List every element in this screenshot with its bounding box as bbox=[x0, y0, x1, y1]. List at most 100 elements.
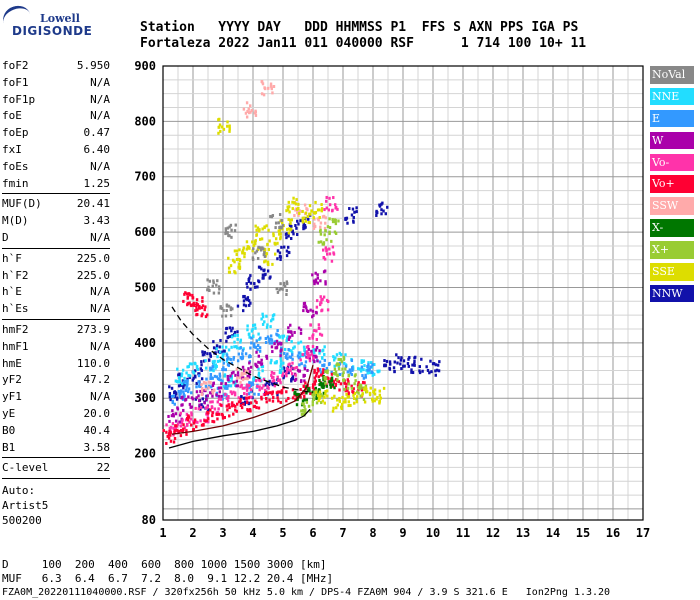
scatter-point bbox=[290, 372, 294, 376]
scatter-point bbox=[350, 373, 353, 377]
scatter-point bbox=[246, 374, 249, 378]
scatter-point bbox=[197, 374, 201, 378]
scatter-point bbox=[277, 399, 280, 403]
scatter-point bbox=[223, 373, 227, 377]
auto-line: Auto: bbox=[2, 484, 36, 498]
scatter-point bbox=[207, 380, 211, 384]
scatter-point bbox=[221, 397, 224, 401]
scatter-point bbox=[378, 204, 382, 208]
scatter-point bbox=[290, 340, 293, 344]
scatter-point bbox=[230, 371, 234, 375]
scatter-point bbox=[203, 401, 206, 405]
scatter-point bbox=[331, 220, 335, 224]
scatter-point bbox=[210, 405, 214, 409]
scatter-point bbox=[297, 213, 300, 217]
scatter-point bbox=[194, 420, 198, 424]
scatter-point bbox=[281, 334, 284, 338]
scatter-point bbox=[211, 365, 214, 369]
scatter-point bbox=[319, 232, 323, 236]
scatter-point bbox=[230, 379, 233, 383]
scatter-point bbox=[249, 346, 252, 350]
scatter-point bbox=[174, 379, 178, 383]
scatter-point bbox=[248, 370, 252, 374]
scatter-point bbox=[329, 377, 332, 381]
scatter-point bbox=[219, 386, 223, 390]
scatter-point bbox=[254, 239, 257, 243]
scatter-point bbox=[287, 363, 290, 367]
scatter-point bbox=[274, 237, 278, 241]
scatter-point bbox=[436, 363, 440, 367]
scatter-point bbox=[209, 408, 212, 412]
scatter-point bbox=[290, 366, 293, 370]
param-name: h`F2 bbox=[2, 268, 29, 282]
scatter-point bbox=[256, 348, 259, 352]
scatter-point bbox=[378, 369, 381, 373]
scatter-point bbox=[196, 308, 199, 312]
scatter-point bbox=[212, 279, 215, 283]
scatter-point bbox=[282, 374, 286, 378]
scatter-point bbox=[337, 365, 341, 369]
scatter-point bbox=[328, 247, 331, 251]
scatter-point bbox=[224, 227, 228, 231]
scatter-point bbox=[247, 111, 251, 115]
scatter-point bbox=[192, 371, 196, 375]
scatter-point bbox=[248, 386, 251, 390]
scatter-point bbox=[200, 306, 204, 310]
param-value: N/A bbox=[90, 92, 110, 106]
scatter-point bbox=[233, 249, 237, 253]
param-row: h`F 225.0 bbox=[2, 251, 110, 268]
scatter-point bbox=[229, 390, 232, 394]
plot-frame bbox=[162, 65, 644, 521]
scatter-point bbox=[382, 386, 386, 390]
scatter-point bbox=[255, 401, 258, 405]
scatter-point bbox=[186, 303, 189, 307]
scatter-point bbox=[324, 381, 327, 385]
scatter-point bbox=[254, 345, 258, 349]
scatter-point bbox=[316, 208, 320, 212]
scatter-point bbox=[192, 419, 195, 423]
scatter-point bbox=[280, 389, 284, 393]
scatter-point bbox=[209, 366, 212, 370]
scatter-point bbox=[332, 379, 335, 383]
logo-digisonde: DIGISONDE bbox=[12, 24, 93, 38]
scatter-point bbox=[258, 228, 261, 232]
scatter-point bbox=[205, 412, 208, 416]
scatter-point bbox=[188, 301, 191, 305]
param-value: 47.2 bbox=[83, 373, 111, 387]
scatter-point bbox=[215, 347, 218, 351]
scatter-point bbox=[249, 110, 252, 114]
scatter-point bbox=[228, 326, 232, 330]
scatter-point bbox=[221, 355, 224, 359]
scatter-point bbox=[282, 361, 285, 365]
scatter-point bbox=[312, 395, 315, 399]
scatter-point bbox=[317, 394, 320, 398]
scatter-point bbox=[197, 384, 201, 388]
scatter-point bbox=[337, 363, 341, 367]
scatter-point bbox=[301, 216, 305, 220]
scatter-point bbox=[179, 374, 182, 378]
scatter-point bbox=[276, 396, 279, 400]
scatter-point bbox=[209, 381, 212, 385]
scatter-point bbox=[178, 378, 181, 382]
scatter-point bbox=[299, 351, 302, 355]
scatter-point bbox=[360, 365, 364, 369]
scatter-point bbox=[209, 372, 213, 376]
scatter-point bbox=[238, 262, 241, 266]
scatter-point bbox=[285, 374, 288, 378]
scatter-point bbox=[322, 378, 325, 382]
scatter-point bbox=[295, 365, 298, 369]
scatter-point bbox=[272, 232, 275, 236]
scatter-point bbox=[258, 388, 261, 392]
scatter-point bbox=[212, 369, 215, 373]
scatter-point bbox=[251, 256, 255, 260]
scatter-point bbox=[313, 370, 316, 374]
scatter-point bbox=[411, 371, 415, 375]
y-tick-label: 300 bbox=[134, 391, 156, 405]
param-name: B0 bbox=[2, 423, 16, 437]
scatter-point bbox=[393, 360, 396, 364]
scatter-point bbox=[289, 218, 292, 222]
scatter-point bbox=[255, 233, 259, 237]
scatter-point bbox=[382, 209, 385, 213]
scatter-point bbox=[218, 345, 221, 349]
scatter-point bbox=[319, 279, 322, 283]
